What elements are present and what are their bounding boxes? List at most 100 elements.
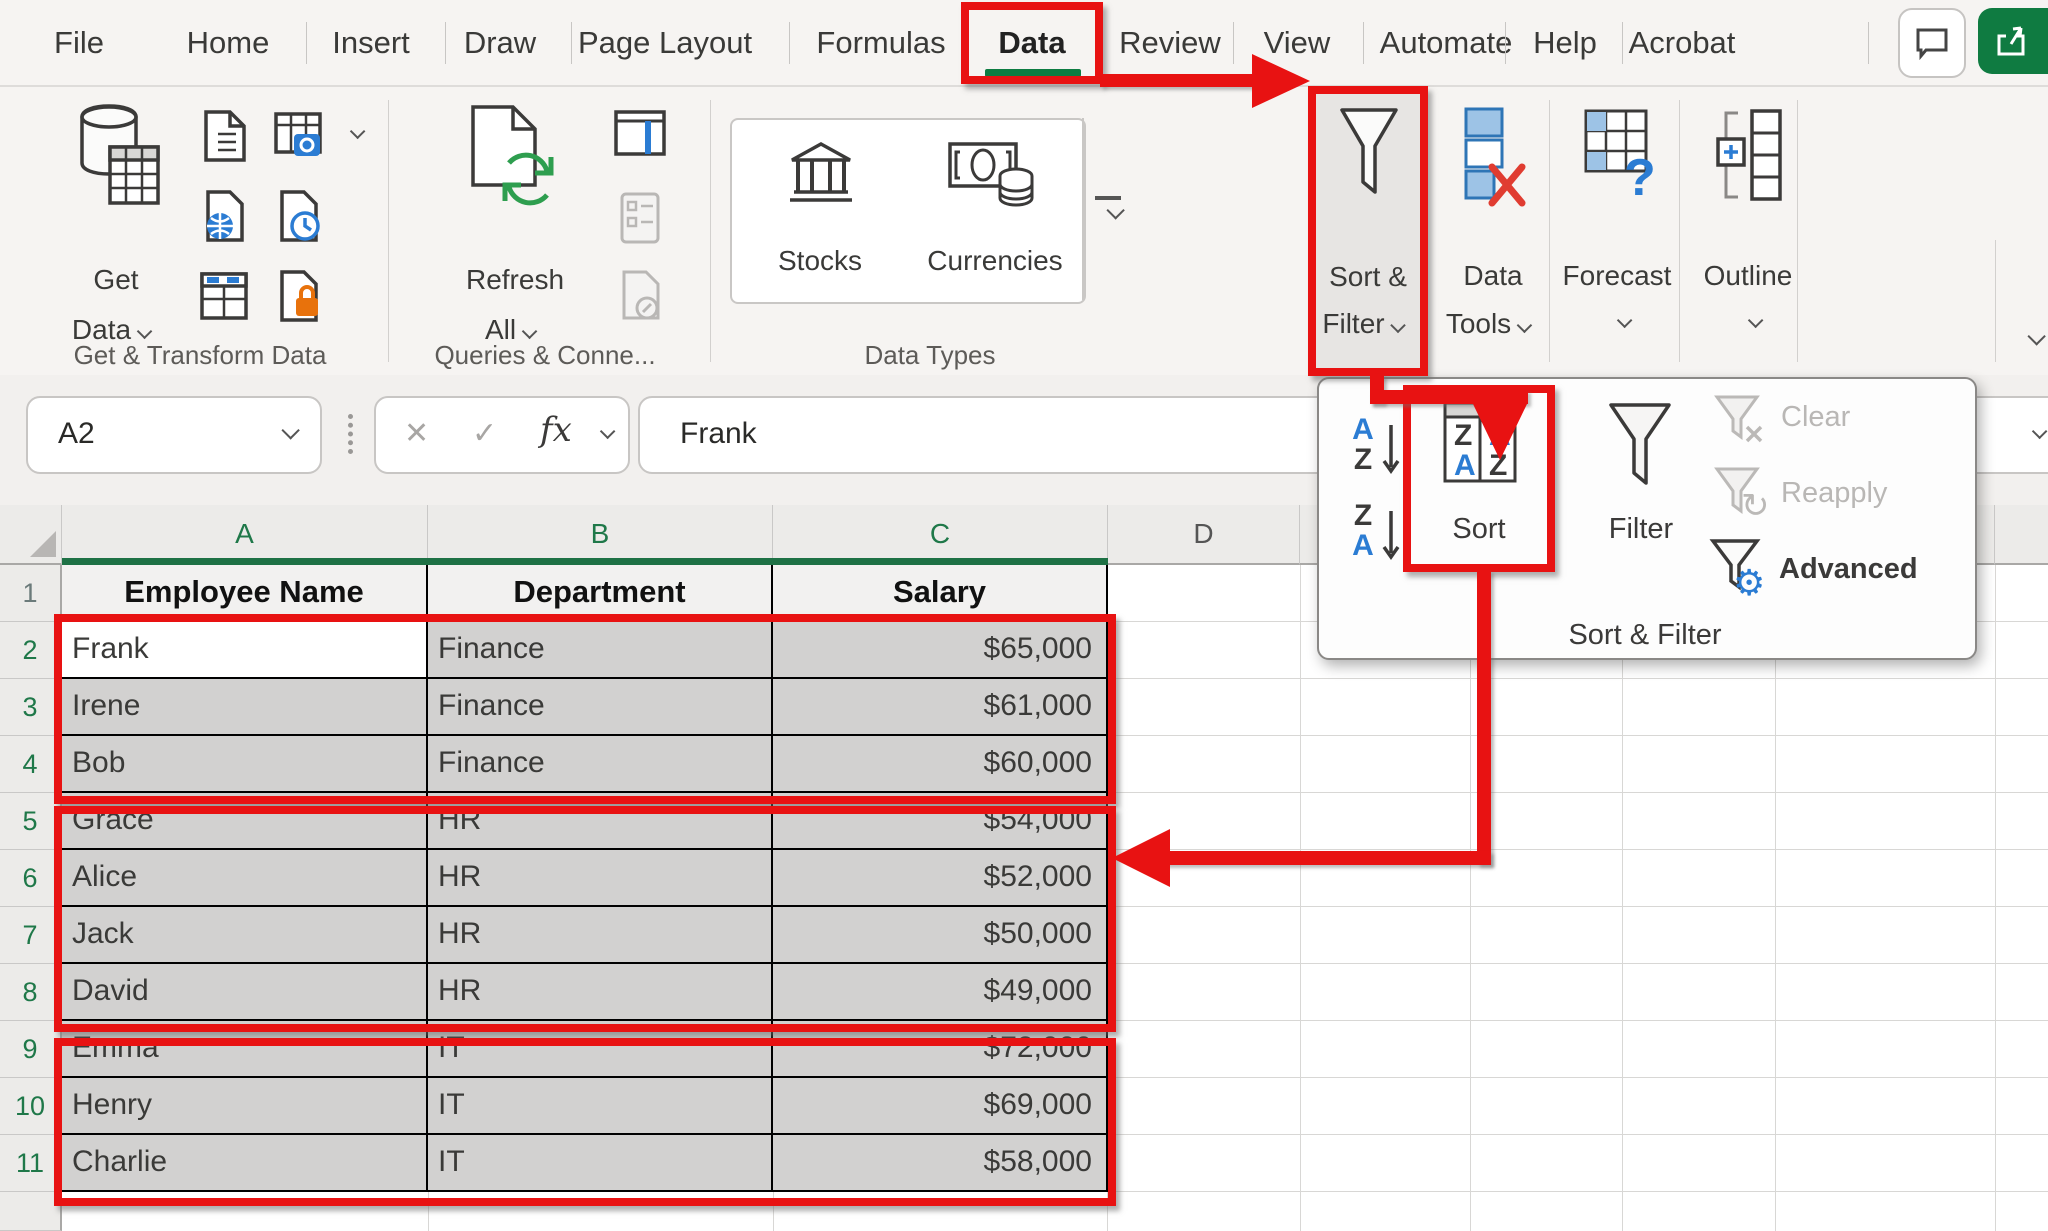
col-header-B[interactable]: B (428, 505, 773, 565)
row-header-6[interactable]: 6 (0, 850, 62, 907)
row-header-1[interactable]: 1 (0, 565, 62, 622)
formula-bar-handle[interactable] (348, 414, 353, 454)
row-header-8[interactable]: 8 (0, 964, 62, 1021)
sort-ascending-arrow (1381, 423, 1401, 477)
recent-sources-icon[interactable] (272, 188, 324, 244)
row-header-5[interactable]: 5 (0, 793, 62, 850)
advanced-filter-button[interactable]: ⚙ Advanced (1703, 535, 1963, 597)
stocks-button[interactable]: Stocks (752, 126, 888, 292)
cell-A2-active[interactable]: Frank (62, 622, 428, 679)
tab-insert[interactable]: Insert (332, 25, 410, 60)
name-box[interactable]: A2 (26, 396, 322, 474)
tab-help[interactable]: Help (1533, 25, 1597, 60)
existing-connections-icon[interactable] (272, 108, 324, 164)
cell-C3[interactable]: $61,000 (773, 679, 1108, 736)
menu-separator (789, 22, 790, 64)
get-data-button[interactable]: Get Data (48, 95, 184, 345)
cell-C10[interactable]: $69,000 (773, 1078, 1108, 1135)
row-header-2[interactable]: 2 (0, 622, 62, 679)
menu-separator (445, 22, 446, 64)
queries-connections-icon[interactable] (612, 108, 668, 160)
reapply-button-disabled: ↻ Reapply (1707, 463, 1957, 521)
cell-C6[interactable]: $52,000 (773, 850, 1108, 907)
cancel-icon[interactable]: ✕ (404, 417, 430, 450)
fx-chevron-icon[interactable] (599, 423, 616, 440)
cell-B7[interactable]: HR (428, 907, 773, 964)
cell-C7[interactable]: $50,000 (773, 907, 1108, 964)
comment-button[interactable] (1898, 8, 1966, 78)
data-tools-button[interactable]: Data Tools (1440, 95, 1545, 355)
cell-A10[interactable]: Henry (62, 1078, 428, 1135)
ribbon-separator (1679, 100, 1680, 362)
from-web-icon[interactable] (198, 188, 250, 244)
row-header-9[interactable]: 9 (0, 1021, 62, 1078)
data-source-settings-icon[interactable] (272, 268, 324, 324)
sort-filter-button[interactable]: Sort & Filter (1314, 92, 1422, 370)
reapply-label: Reapply (1781, 477, 1888, 509)
svg-text:?: ? (1624, 149, 1656, 205)
cell-B1[interactable]: Department (428, 565, 773, 622)
cell-B2[interactable]: Finance (428, 622, 773, 679)
cell-A8[interactable]: David (62, 964, 428, 1021)
col-header-A[interactable]: A (62, 505, 428, 565)
from-text-file-icon[interactable] (198, 108, 250, 164)
tab-data[interactable]: Data (998, 25, 1066, 60)
col-header[interactable] (1995, 505, 2048, 565)
refresh-all-button[interactable]: Refresh All (435, 95, 595, 345)
from-table-range-icon[interactable] (198, 268, 250, 324)
cell-B3[interactable]: Finance (428, 679, 773, 736)
col-header-D[interactable]: D (1108, 505, 1300, 565)
cell-C4[interactable]: $60,000 (773, 736, 1108, 793)
name-box-chevron-icon[interactable] (281, 421, 300, 440)
row-header-12[interactable] (0, 1192, 62, 1231)
row-header-4[interactable]: 4 (0, 736, 62, 793)
gridline (1107, 1192, 1108, 1231)
tab-page-layout[interactable]: Page Layout (578, 25, 753, 60)
tab-draw[interactable]: Draw (463, 25, 537, 60)
cell-A3[interactable]: Irene (62, 679, 428, 736)
col-header-C[interactable]: C (773, 505, 1108, 565)
tab-review[interactable]: Review (1119, 25, 1221, 60)
cell-B10[interactable]: IT (428, 1078, 773, 1135)
gridline (773, 1192, 774, 1231)
forecast-button[interactable]: ? Forecast (1560, 95, 1672, 355)
row-header-10[interactable]: 10 (0, 1078, 62, 1135)
annotation-arrow-line (1100, 74, 1258, 87)
row-header-7[interactable]: 7 (0, 907, 62, 964)
gridline (1622, 565, 1623, 1231)
cell-A7[interactable]: Jack (62, 907, 428, 964)
insert-function-icon[interactable]: fx (540, 410, 572, 450)
sort-ascending-icon[interactable]: A Z (1352, 413, 1374, 476)
cell-A1[interactable]: Employee Name (62, 565, 428, 622)
tab-formulas[interactable]: Formulas (816, 25, 946, 60)
tab-acrobat[interactable]: Acrobat (1628, 25, 1736, 60)
row-header-11[interactable]: 11 (0, 1135, 62, 1192)
cell-C2[interactable]: $65,000 (773, 622, 1108, 679)
cell-A11[interactable]: Charlie (62, 1135, 428, 1192)
outline-button[interactable]: Outline (1692, 95, 1804, 355)
gridline (1470, 565, 1471, 1231)
cell-C1[interactable]: Salary (773, 565, 1108, 622)
tab-automate[interactable]: Automate (1379, 25, 1513, 60)
tab-file[interactable]: File (54, 25, 104, 60)
edit-links-icon-disabled (616, 268, 664, 324)
stocks-icon (788, 140, 854, 210)
enter-icon[interactable]: ✓ (472, 417, 498, 450)
row-header-3[interactable]: 3 (0, 679, 62, 736)
cell-A6[interactable]: Alice (62, 850, 428, 907)
cell-A4[interactable]: Bob (62, 736, 428, 793)
advanced-filter-icon: ⚙ (1709, 537, 1769, 597)
tab-home[interactable]: Home (186, 25, 270, 60)
select-all-corner[interactable] (0, 505, 62, 565)
cell-B8[interactable]: HR (428, 964, 773, 1021)
cell-C8[interactable]: $49,000 (773, 964, 1108, 1021)
cell-C11[interactable]: $58,000 (773, 1135, 1108, 1192)
cell-B4[interactable]: Finance (428, 736, 773, 793)
share-icon (1994, 22, 2032, 60)
cell-B6[interactable]: HR (428, 850, 773, 907)
cell-B11[interactable]: IT (428, 1135, 773, 1192)
filter-menu-button[interactable]: Filter (1585, 395, 1695, 565)
currencies-button[interactable]: Currencies (910, 126, 1080, 292)
share-button[interactable] (1978, 8, 2048, 74)
sort-descending-icon[interactable]: Z A (1352, 499, 1374, 562)
